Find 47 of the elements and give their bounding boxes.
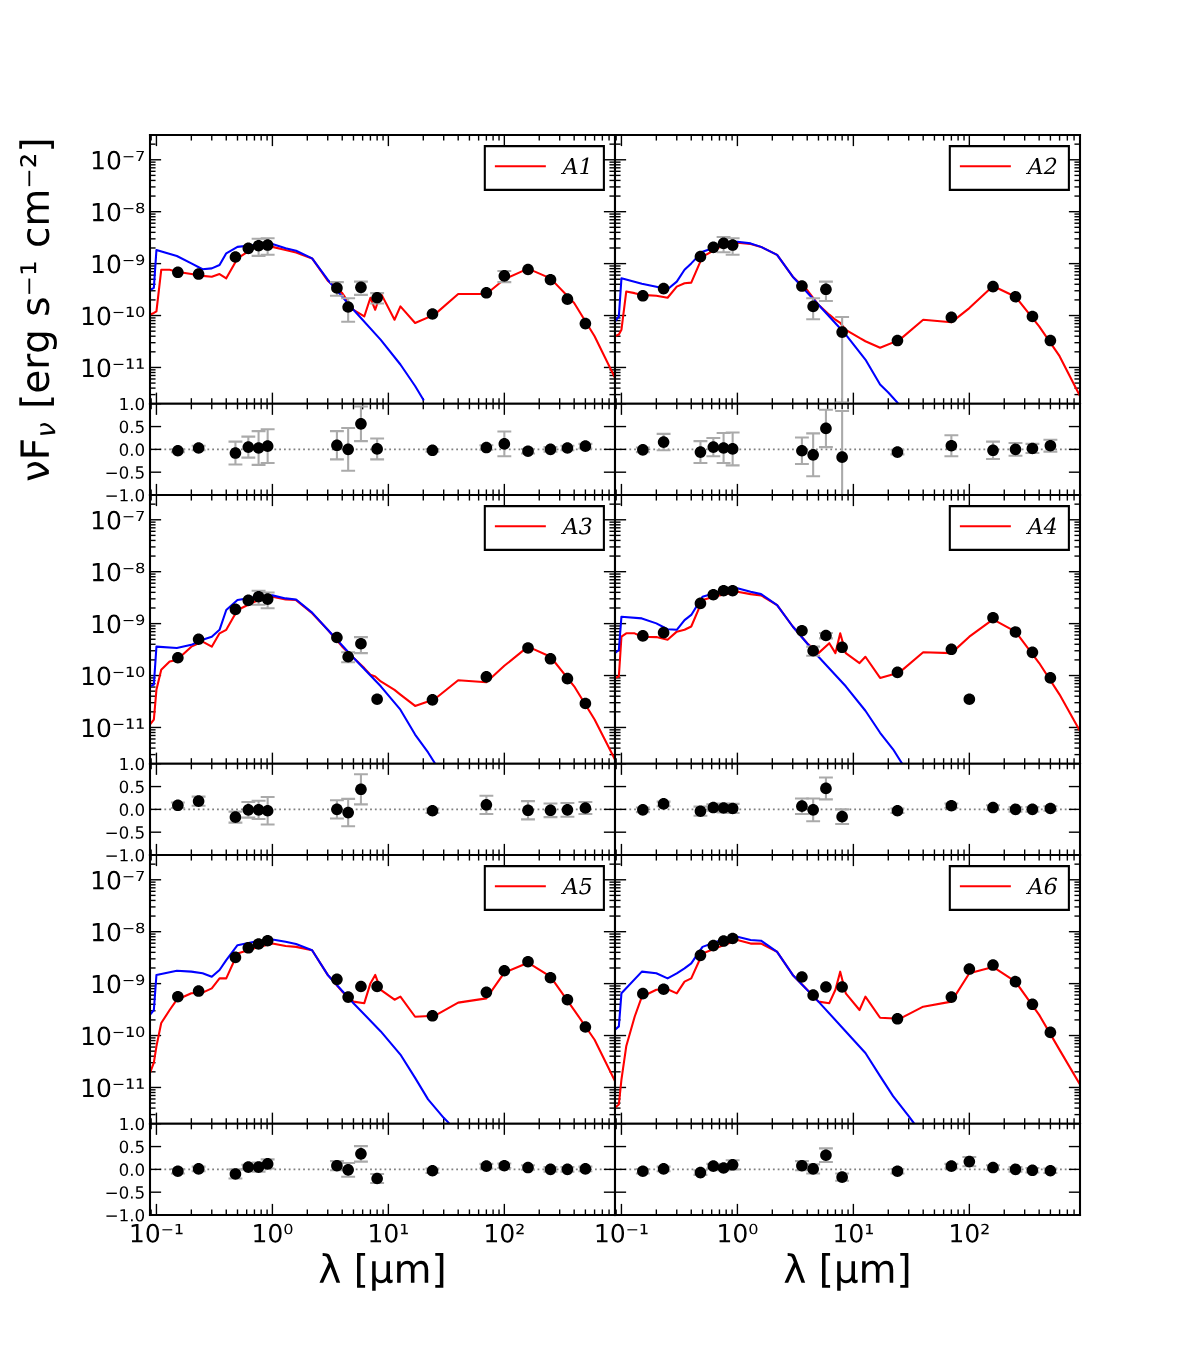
y-tick-label: 0.0 (119, 803, 145, 816)
y-tick-label: 10⁻⁸ (92, 202, 145, 222)
y-tick-label: 10⁻⁹ (92, 254, 145, 274)
y-tick-label: 10⁻⁷ (92, 150, 144, 170)
y-tick-label: 0.5 (119, 1140, 144, 1154)
legend-label: A5 (560, 877, 592, 895)
y-axis-title: νF$_{ν}$ [erg s⁻¹ cm⁻²] (19, 140, 57, 481)
y-tick-label: 0.5 (119, 780, 144, 794)
y-tick-label: 1.0 (120, 1117, 145, 1131)
y-tick-label: 10⁻¹⁰ (82, 1026, 145, 1046)
y-tick-label: 0.5 (119, 420, 144, 434)
y-tick-label: 10⁻¹⁰ (82, 306, 145, 326)
x-tick-label: 10² (486, 1223, 524, 1243)
legend-label: A4 (1025, 517, 1057, 535)
y-tick-label: 10⁻¹¹ (82, 1078, 144, 1098)
y-tick-label: 10⁻⁸ (92, 922, 145, 942)
y-tick-label: −1.0 (106, 1208, 145, 1222)
y-tick-label: −0.5 (106, 466, 144, 479)
x-axis-title: λ [μm] (784, 1253, 909, 1291)
x-tick-label: 10² (951, 1223, 989, 1243)
y-tick-label: 10⁻¹¹ (82, 718, 144, 738)
y-tick-label: −1.0 (106, 848, 145, 862)
x-axis-title: λ [μm] (319, 1253, 444, 1291)
x-tick-label: 10⁰ (254, 1223, 293, 1243)
y-tick-label: 10⁻¹¹ (82, 358, 144, 378)
legend-label: A6 (1025, 877, 1058, 895)
x-tick-label: 10⁰ (719, 1223, 758, 1243)
legend-label: A2 (1025, 157, 1057, 175)
y-tick-label: 10⁻⁸ (92, 562, 145, 582)
y-tick-label: 10⁻⁹ (92, 974, 145, 994)
x-tick-label: 10¹ (835, 1223, 873, 1243)
y-tick-label: 10⁻⁹ (92, 614, 145, 634)
y-tick-label: 0.0 (119, 1163, 145, 1176)
y-tick-label: 10⁻⁷ (92, 870, 144, 890)
legend-label: A3 (560, 517, 592, 535)
y-tick-label: 10⁻¹⁰ (82, 666, 145, 686)
y-tick-label: 1.0 (120, 757, 145, 771)
x-tick-label: 10⁻¹ (596, 1223, 648, 1243)
y-tick-label: −0.5 (106, 1186, 144, 1199)
y-tick-label: 10⁻⁷ (92, 510, 144, 530)
y-tick-label: 0.0 (119, 443, 145, 456)
y-tick-label: −1.0 (106, 488, 145, 502)
y-tick-label: −0.5 (106, 826, 144, 839)
y-tick-label: 1.0 (120, 397, 145, 411)
legend-label: A1 (560, 157, 589, 175)
x-tick-label: 10¹ (370, 1223, 408, 1243)
x-tick-label: 10⁻¹ (131, 1223, 183, 1243)
